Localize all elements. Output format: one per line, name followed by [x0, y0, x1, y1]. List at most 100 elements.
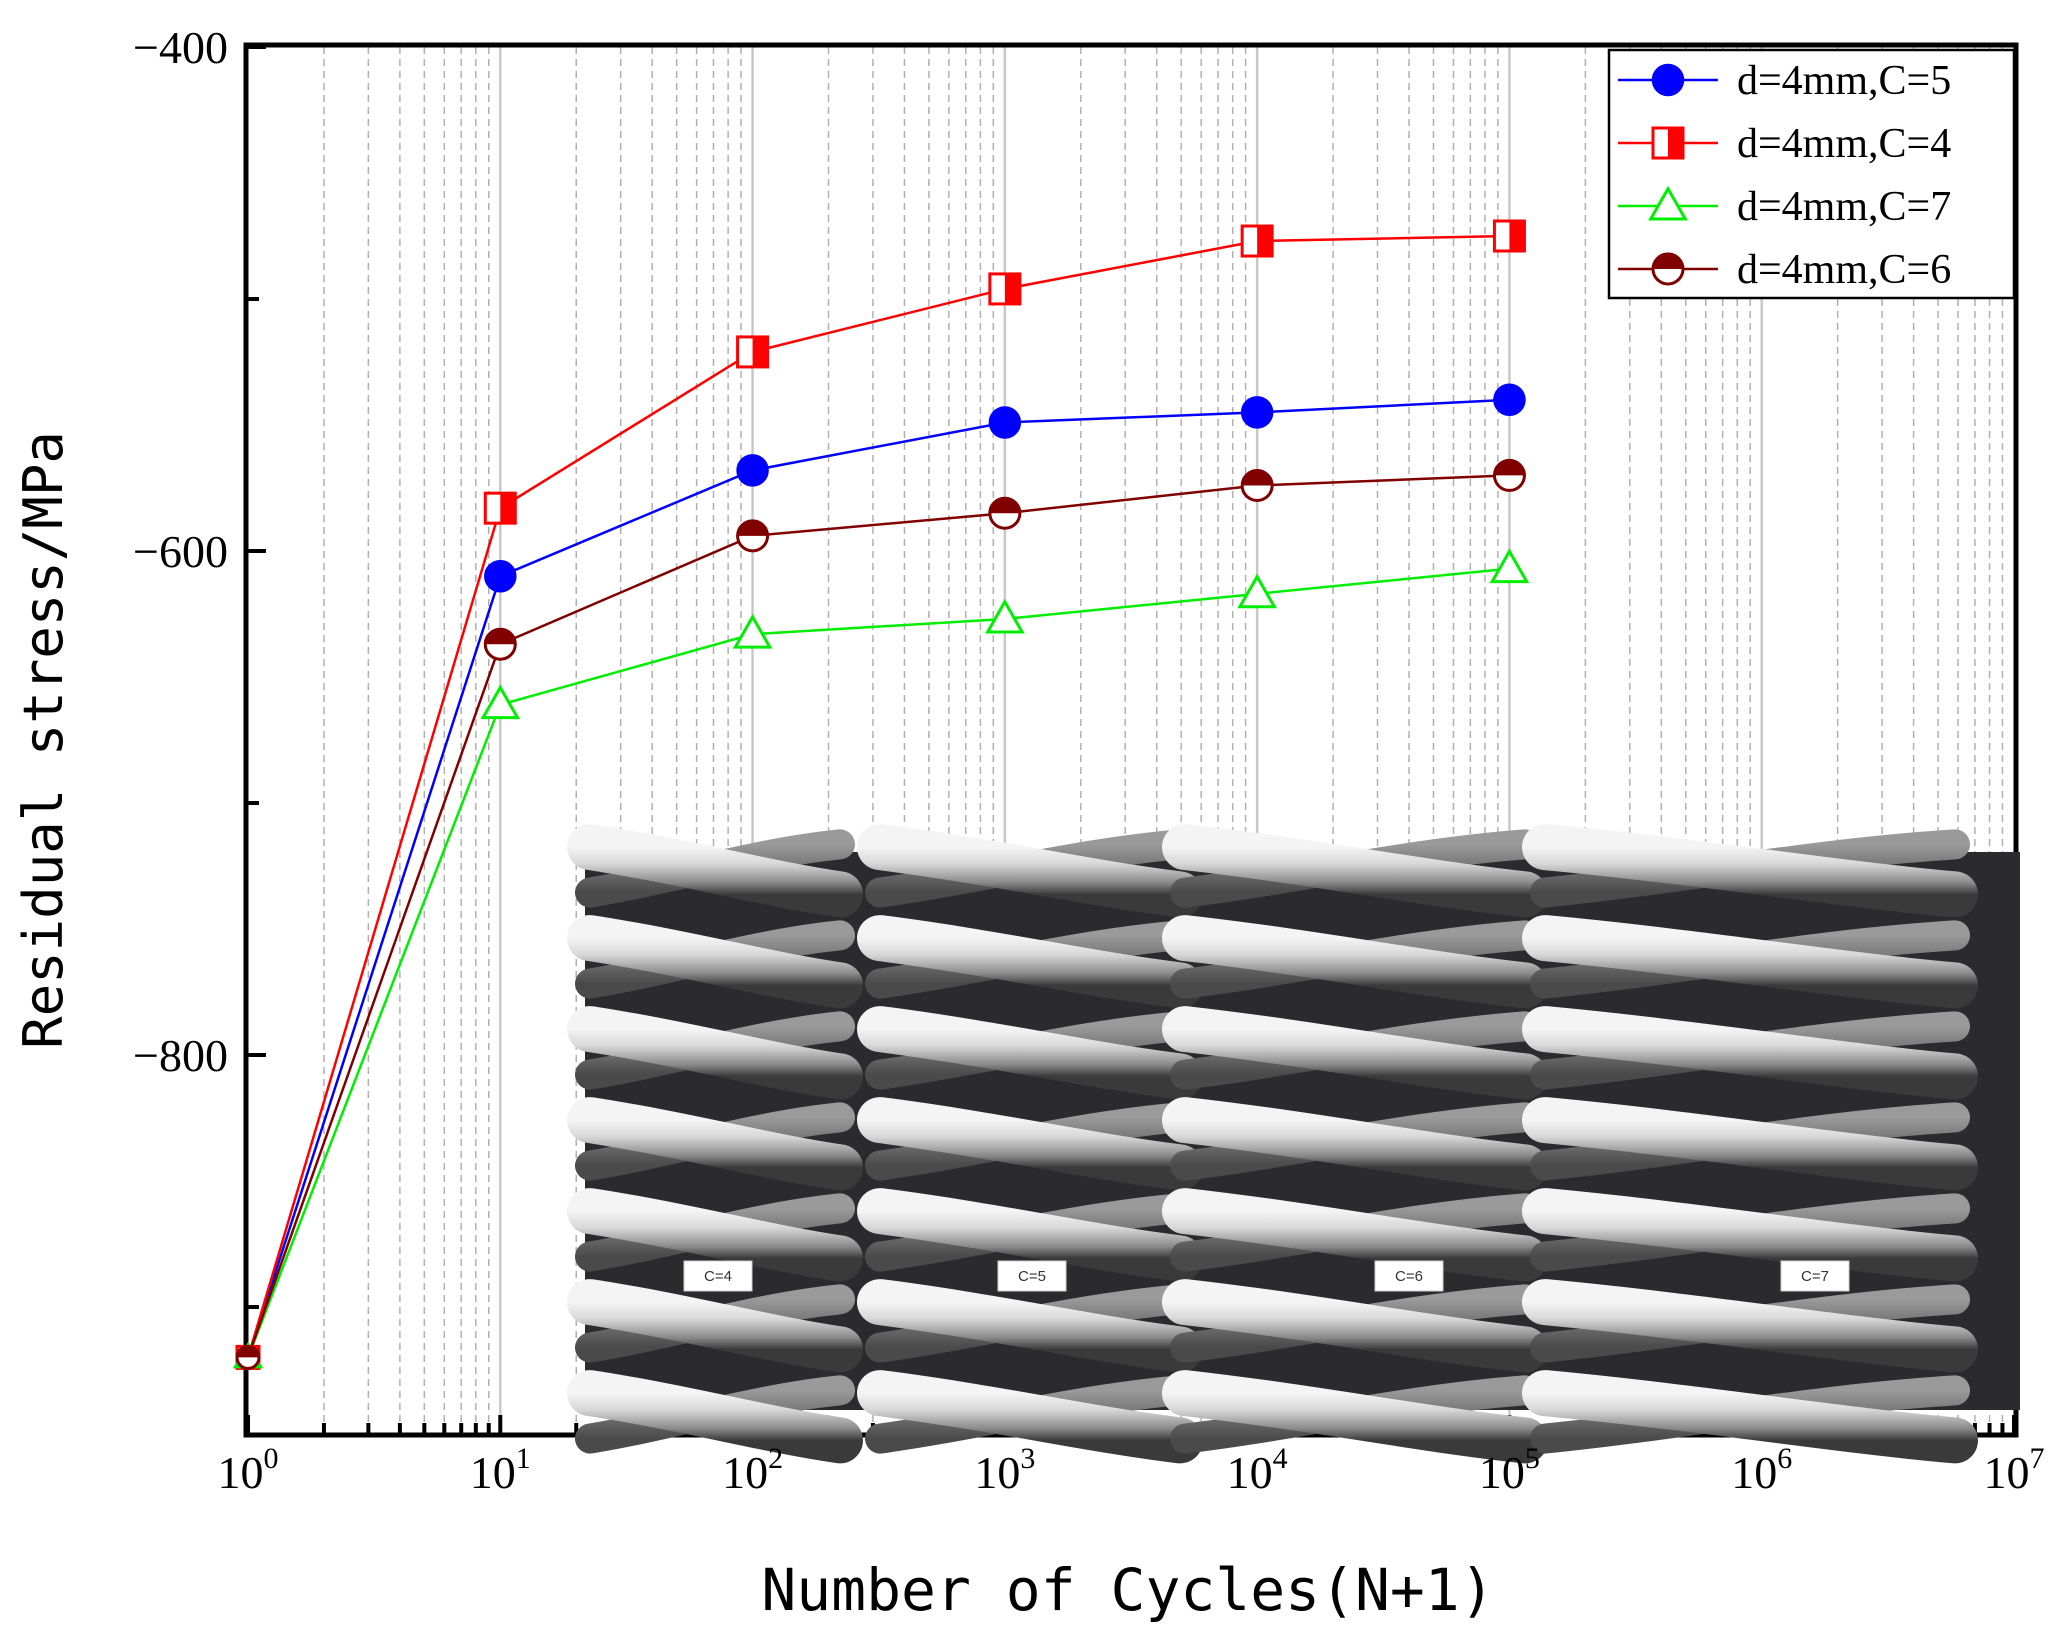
x-tick-exponent: 2	[768, 1442, 783, 1475]
inset-label-text: C=4	[704, 1268, 732, 1285]
marker-square	[988, 272, 1022, 306]
x-tick-label: 103	[974, 1442, 1035, 1498]
x-tick-base: 10	[1731, 1447, 1777, 1498]
marker-halfcircle-fill	[1494, 460, 1525, 476]
x-tick-base: 10	[1479, 1447, 1525, 1498]
marker-halfcircle-fill	[1653, 254, 1683, 269]
legend-item: d=4mm,C=4	[1618, 121, 1951, 167]
coil-front-strand	[1522, 1006, 1978, 1100]
coil-front-strand	[1522, 1279, 1978, 1373]
marker-halfcircle-fill	[237, 1346, 259, 1358]
x-tick-label: 104	[1227, 1442, 1288, 1498]
x-tick-exponent: 3	[1020, 1442, 1035, 1475]
inset-spring-image: C=4 C=5 C=6 C=7	[567, 824, 2020, 1464]
marker-square	[483, 491, 517, 525]
x-tick-label: 106	[1731, 1442, 1792, 1498]
inset-label-box: C=4	[683, 1260, 753, 1292]
inset-label-text: C=5	[1018, 1268, 1046, 1285]
x-tick-base: 10	[1984, 1447, 2030, 1498]
coil-front-strand	[1522, 824, 1978, 918]
spring-coils	[567, 824, 1978, 1464]
x-tick-exponent: 5	[1525, 1442, 1540, 1475]
x-tick-exponent: 7	[2030, 1442, 2045, 1475]
coil-front-strand	[857, 1279, 1203, 1373]
inset-label-box: C=6	[1374, 1260, 1444, 1292]
y-axis-title: Residual stress/MPa	[12, 431, 75, 1049]
x-tick-label: 105	[1479, 1442, 1540, 1498]
x-tick-base: 10	[722, 1447, 768, 1498]
x-tick-exponent: 0	[264, 1442, 279, 1475]
coil-front-strand	[857, 1097, 1203, 1191]
inset-label-bg	[1374, 1260, 1444, 1292]
x-tick-base: 10	[218, 1447, 264, 1498]
series-line	[246, 398, 1510, 1358]
coil-front-strand	[567, 1188, 863, 1282]
marker-square	[1240, 224, 1274, 258]
coil-front-strand	[857, 915, 1203, 1009]
marker-square-fill	[1004, 273, 1020, 304]
series-markers	[232, 219, 1530, 1370]
coil-front-strand	[857, 824, 1203, 918]
marker-triangle	[985, 598, 1025, 634]
marker-circle	[736, 454, 769, 487]
marker-square-fill	[500, 493, 516, 524]
marker-triangle	[732, 613, 773, 649]
marker-square	[1492, 219, 1526, 253]
coil-front-strand	[567, 1006, 863, 1100]
marker-triangle	[1489, 548, 1530, 584]
coil-front-strand	[1522, 1097, 1978, 1191]
legend-item: d=4mm,C=5	[1618, 58, 1951, 104]
inset-label-bg	[683, 1260, 753, 1292]
x-tick-exponent: 4	[1273, 1442, 1288, 1475]
x-tick-exponent: 1	[516, 1442, 531, 1475]
coil-front-strand	[567, 1370, 863, 1464]
marker-halfcircle-fill	[737, 520, 768, 536]
coil-front-strand	[567, 824, 863, 918]
marker-triangle	[1648, 185, 1688, 221]
marker-square-fill	[752, 336, 768, 367]
inset-label-text: C=6	[1395, 1268, 1423, 1285]
coil-front-strand	[1162, 1188, 1548, 1282]
marker-square-fill	[1509, 221, 1525, 251]
coil-front-strand	[1162, 1006, 1548, 1100]
marker-halfcircle	[1240, 468, 1274, 502]
coil-front-strand	[1162, 1097, 1548, 1191]
legend-item: d=4mm,C=7	[1618, 184, 1951, 230]
inset-label-bg	[997, 1260, 1067, 1292]
legend-label: d=4mm,C=5	[1737, 58, 1951, 104]
marker-halfcircle	[483, 627, 517, 661]
marker-halfcircle	[235, 1344, 261, 1370]
x-tick-label: 107	[1984, 1442, 2045, 1498]
coil-front-strand	[857, 1006, 1203, 1100]
x-tick-base: 10	[1227, 1447, 1273, 1498]
legend-item: d=4mm,C=6	[1618, 247, 1951, 293]
x-tick-label: 100	[218, 1442, 279, 1498]
marker-halfcircle	[736, 519, 770, 553]
coil-front-strand	[1522, 1370, 1978, 1464]
marker-halfcircle-fill	[485, 629, 516, 645]
coil-front-strand	[1522, 1188, 1978, 1282]
marker-square-fill	[1668, 128, 1683, 158]
y-tick-label: −600	[133, 526, 228, 577]
series-lines	[246, 234, 1510, 1358]
inset-labels: C=4 C=5 C=6 C=7	[683, 1260, 1850, 1292]
marker-halfcircle	[1651, 252, 1685, 286]
coil-front-strand	[1162, 915, 1548, 1009]
y-tick-label: −400	[133, 22, 228, 73]
legend-label: d=4mm,C=7	[1737, 184, 1951, 230]
marker-circle	[484, 559, 517, 593]
coil-front-strand	[567, 915, 863, 1009]
inset-label-text: C=7	[1801, 1268, 1829, 1285]
marker-square	[736, 335, 770, 369]
coil-front-strand	[567, 1097, 863, 1191]
x-tick-base: 10	[470, 1447, 516, 1498]
inset-label-box: C=5	[997, 1260, 1067, 1292]
marker-circle	[1651, 63, 1685, 97]
inset-label-bg	[1780, 1260, 1850, 1292]
marker-square-fill	[1257, 226, 1273, 257]
x-tick-exponent: 6	[1777, 1442, 1792, 1475]
coil-front-strand	[1162, 824, 1548, 918]
x-tick-label: 101	[470, 1442, 531, 1498]
x-tick-base: 10	[974, 1447, 1020, 1498]
